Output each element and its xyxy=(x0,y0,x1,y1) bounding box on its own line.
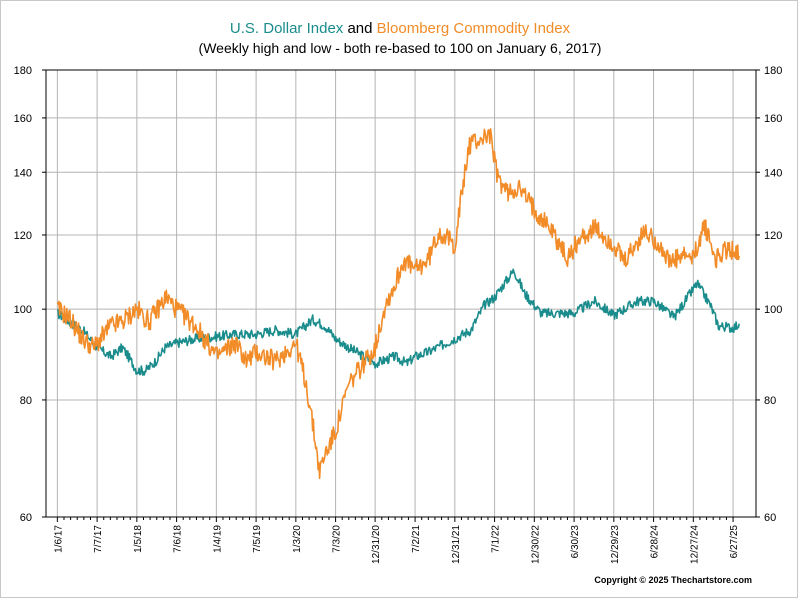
commodity-index-line xyxy=(56,128,740,480)
x-tick-label: 7/7/17 xyxy=(93,525,104,553)
title-dollar-part: U.S. Dollar Index xyxy=(230,20,344,37)
x-tick-label: 7/1/22 xyxy=(491,525,502,553)
y-tick-label-left: 160 xyxy=(14,113,32,125)
x-tick-label: 7/5/19 xyxy=(252,525,263,553)
y-tick-label-right: 140 xyxy=(764,167,782,179)
title-joiner: and xyxy=(343,20,376,37)
plot-border xyxy=(45,69,757,518)
x-tick-label: 6/30/23 xyxy=(570,525,581,559)
x-tick-label: 1/6/17 xyxy=(53,525,64,553)
copyright-notice: Copyright © 2025 Thechartstore.com xyxy=(594,575,752,585)
y-tick-label-right: 120 xyxy=(764,230,782,242)
chart-title: U.S. Dollar Index and Bloomberg Commodit… xyxy=(230,20,571,37)
chart-subtitle: (Weekly high and low - both re-based to … xyxy=(199,40,602,56)
dollar-index-line xyxy=(57,268,740,376)
x-tick-label: 7/3/20 xyxy=(332,525,343,553)
y-tick-label-right: 80 xyxy=(764,395,776,407)
x-tick-label: 1/5/18 xyxy=(133,525,144,553)
title-commodity-part: Bloomberg Commodity Index xyxy=(377,20,571,37)
x-tick-label: 12/31/21 xyxy=(451,525,462,564)
x-tick-label: 1/4/19 xyxy=(212,525,223,553)
x-tick-label: 1/3/20 xyxy=(292,525,303,553)
x-tick-label: 6/28/24 xyxy=(650,525,661,559)
y-tick-label-left: 80 xyxy=(20,395,32,407)
x-tick-label: 7/2/21 xyxy=(411,525,422,553)
y-tick-label-left: 140 xyxy=(14,167,32,179)
y-tick-label-right: 60 xyxy=(764,512,776,524)
y-tick-label-right: 160 xyxy=(764,113,782,125)
label-layer: 60 60 80 80 100 100 120 120 140 140 160 160 180 180 1/… xyxy=(14,65,783,564)
series-layer xyxy=(56,128,740,480)
y-tick-label-left: 60 xyxy=(20,512,32,524)
y-tick-label-left: 120 xyxy=(14,230,32,242)
axis-layer xyxy=(42,69,760,522)
x-tick-label: 12/31/20 xyxy=(371,525,382,564)
x-tick-label: 6/27/25 xyxy=(729,525,740,559)
x-tick-label: 12/27/24 xyxy=(689,525,700,564)
grid-layer xyxy=(46,69,756,518)
x-tick-label: 7/6/18 xyxy=(173,525,184,553)
y-tick-label-left: 100 xyxy=(14,304,32,316)
x-tick-label: 12/30/22 xyxy=(530,525,541,564)
y-tick-label-left: 180 xyxy=(14,65,32,77)
y-tick-label-right: 180 xyxy=(764,65,782,77)
x-tick-label: 12/29/23 xyxy=(610,525,621,564)
y-tick-label-right: 100 xyxy=(764,304,782,316)
